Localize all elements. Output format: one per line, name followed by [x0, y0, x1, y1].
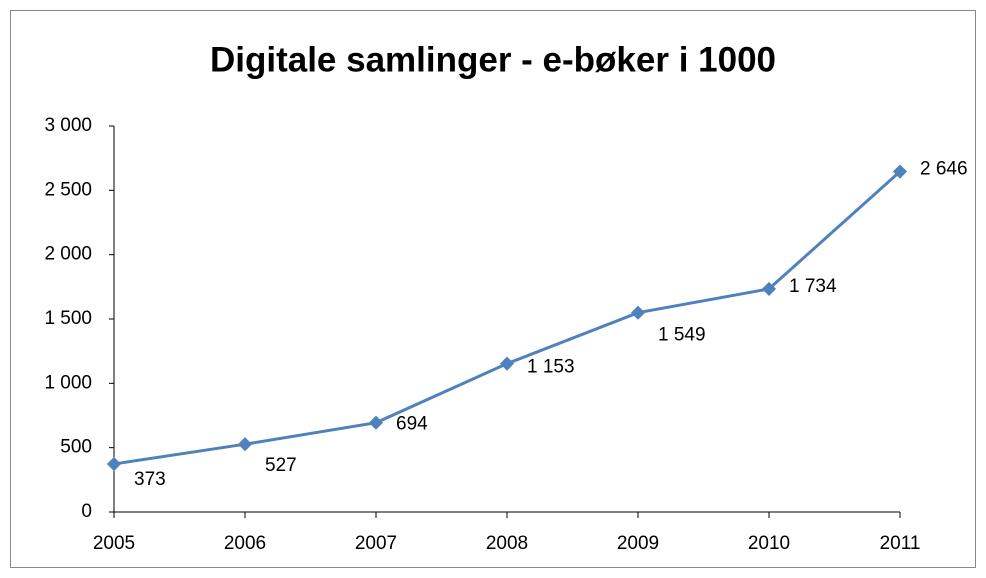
data-point: [630, 305, 646, 320]
x-tick-label: 2005: [93, 533, 135, 554]
data-point: [368, 415, 384, 430]
y-tick-label: 3 000: [44, 115, 92, 136]
chart-border: [10, 10, 976, 568]
data-point: [761, 281, 777, 296]
x-tick-label: 2010: [748, 533, 790, 554]
data-label: 2 646: [920, 159, 968, 180]
y-tick-label: 1 000: [44, 372, 92, 393]
data-point: [237, 437, 253, 452]
data-point: [106, 456, 122, 472]
data-point: [499, 356, 515, 371]
x-tick-label: 2008: [486, 533, 528, 554]
x-tick-label: 2009: [617, 533, 659, 554]
y-tick-label: 2 500: [44, 179, 92, 200]
y-tick-label: 2 000: [44, 244, 92, 265]
data-label: 1 153: [527, 357, 575, 378]
x-tick-label: 2011: [880, 533, 921, 554]
x-tick-label: 2006: [224, 533, 266, 554]
data-label: 694: [396, 414, 428, 435]
x-tick-label: 2007: [355, 533, 397, 554]
data-label: 1 734: [789, 276, 837, 297]
data-label: 1 549: [658, 325, 706, 346]
y-tick-label: 500: [60, 437, 92, 458]
data-label: 373: [134, 469, 166, 490]
chart-title: Digitale samlinger - e-bøker i 1000: [210, 40, 776, 79]
data-label: 527: [265, 455, 297, 476]
y-tick-label: 1 500: [44, 308, 92, 329]
data-point: [892, 164, 908, 179]
y-tick-label: 0: [81, 501, 92, 522]
